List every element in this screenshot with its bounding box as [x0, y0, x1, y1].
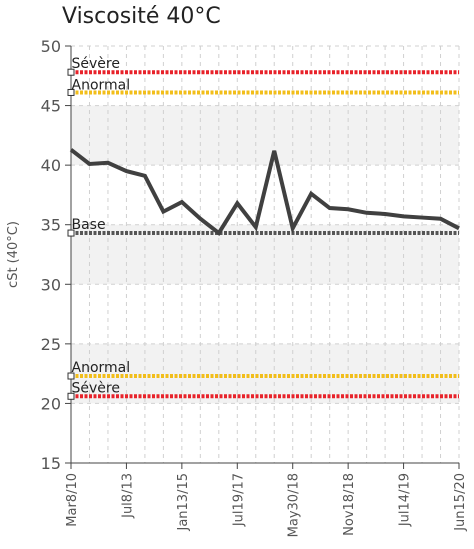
x-tick-label: Jan13/15: [176, 473, 191, 532]
y-tick-label: 35: [41, 216, 61, 235]
reference-marker: [67, 372, 75, 380]
reference-line-label: Sévère: [72, 56, 120, 72]
background-band: [71, 46, 459, 106]
x-tick-label: May30/18: [287, 473, 302, 537]
y-tick-label: 25: [41, 335, 61, 354]
y-tick-label: 50: [41, 37, 61, 56]
y-tick-label: 45: [41, 97, 61, 116]
y-tick-label: 20: [41, 394, 61, 413]
x-tick-label: Mar8/10: [65, 473, 80, 527]
reference-line-label: Sévère: [72, 380, 120, 396]
background-band: [71, 343, 459, 404]
y-axis-label: cSt (40°C): [6, 221, 21, 288]
reference-marker: [67, 229, 75, 237]
reference-line-label: Anormal: [72, 360, 131, 376]
reference-marker: [67, 68, 75, 76]
x-tick-label: Jul14/19: [398, 473, 413, 527]
series-line: [69, 148, 460, 236]
reference-marker: [67, 88, 75, 96]
x-tick-label: Nov18/18: [342, 473, 357, 536]
background-band: [71, 403, 459, 463]
reference-line-label: Base: [72, 217, 106, 233]
y-tick-label: 15: [41, 454, 61, 473]
x-tick-label: Jul19/17: [231, 473, 246, 527]
y-tick-label: 30: [41, 275, 61, 294]
reference-marker: [67, 392, 75, 400]
x-tick-label: Jul8/13: [120, 473, 135, 519]
chart-title: Viscosité 40°C: [62, 4, 221, 29]
y-tick-label: 40: [41, 156, 61, 175]
x-tick-label: Jun15/20: [453, 473, 468, 532]
reference-line-label: Anormal: [72, 77, 131, 93]
background-band: [71, 284, 459, 344]
background-band: [71, 105, 459, 166]
